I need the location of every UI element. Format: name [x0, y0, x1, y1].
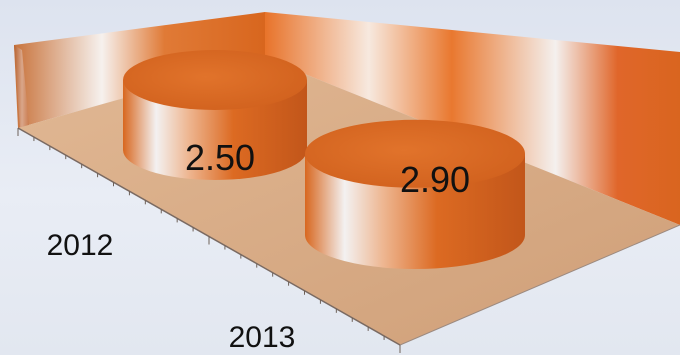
x-axis-ticks [17, 128, 401, 353]
cylinder-bars [123, 50, 525, 269]
cylinder-bar-2013 [305, 119, 525, 269]
data-label: 2.90 [400, 159, 470, 200]
cylinder-top [123, 50, 307, 110]
category-label: 2013 [229, 321, 296, 354]
chart-right-wall [265, 12, 680, 225]
floor-edge-right [399, 224, 680, 346]
data-label: 2.50 [185, 137, 255, 178]
chart-left-wall [14, 45, 30, 135]
chart-labels: 2.50 2012 2.90 2013 [47, 137, 470, 354]
cylinder-bar-2012 [123, 50, 307, 180]
cylinder-top [305, 119, 525, 188]
category-label: 2012 [47, 229, 114, 262]
